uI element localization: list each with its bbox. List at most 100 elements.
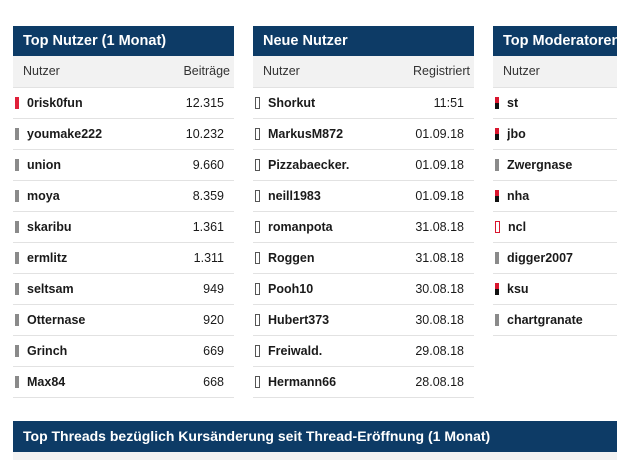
- user-status-icon: [255, 314, 260, 326]
- user-link[interactable]: st: [507, 96, 519, 110]
- user-status-icon: [495, 283, 499, 295]
- user-status-icon: [15, 221, 19, 233]
- user-link[interactable]: Max84: [27, 375, 66, 389]
- row-value: 01.09.18: [415, 189, 464, 203]
- user-link[interactable]: ermlitz: [27, 251, 68, 265]
- user-link[interactable]: neill1983: [268, 189, 321, 203]
- user-status-icon: [255, 252, 260, 264]
- row-value: 11:51: [433, 96, 464, 110]
- list-item: 0risk0fun 12.315: [13, 88, 234, 119]
- user-link[interactable]: Grinch: [27, 344, 68, 358]
- row-value: 01.09.18: [415, 127, 464, 141]
- row-value: 29.08.18: [415, 344, 464, 358]
- column-user-label: Nutzer: [263, 64, 300, 78]
- new-users-title: Neue Nutzer: [253, 26, 474, 56]
- user-status-icon: [15, 283, 19, 295]
- user-link[interactable]: moya: [27, 189, 60, 203]
- list-item: st: [493, 88, 617, 119]
- user-status-icon: [495, 128, 499, 140]
- list-item: Pizzabaecker. 01.09.18: [253, 150, 474, 181]
- row-value: 8.359: [192, 189, 224, 203]
- column-user-label: Nutzer: [503, 64, 540, 78]
- top-threads-header-row: [13, 452, 617, 460]
- list-item: chartgranate: [493, 305, 617, 336]
- user-link[interactable]: Zwergnase: [507, 158, 573, 172]
- row-value: 28.08.18: [415, 375, 464, 389]
- row-value: 31.08.18: [415, 220, 464, 234]
- list-item: youmake222 10.232: [13, 119, 234, 150]
- user-status-icon: [255, 376, 260, 388]
- list-item: Otternase 920: [13, 305, 234, 336]
- user-link[interactable]: seltsam: [27, 282, 74, 296]
- row-value: 10.232: [185, 127, 224, 141]
- user-link[interactable]: nha: [507, 189, 530, 203]
- top-users-panel: Top Nutzer (1 Monat) Nutzer Beiträge 0ri…: [13, 26, 234, 398]
- row-value: 30.08.18: [415, 282, 464, 296]
- user-link[interactable]: chartgranate: [507, 313, 583, 327]
- list-item: Roggen 31.08.18: [253, 243, 474, 274]
- user-link[interactable]: Hubert373: [268, 313, 330, 327]
- list-item: Grinch 669: [13, 336, 234, 367]
- list-item: Freiwald. 29.08.18: [253, 336, 474, 367]
- column-user-label: Nutzer: [23, 64, 60, 78]
- user-link[interactable]: skaribu: [27, 220, 72, 234]
- user-link[interactable]: digger2007: [507, 251, 574, 265]
- list-item: ermlitz 1.311: [13, 243, 234, 274]
- new-users-column-header: Nutzer Registriert: [253, 56, 474, 88]
- top-users-column-header: Nutzer Beiträge: [13, 56, 234, 88]
- user-status-icon: [15, 159, 19, 171]
- user-status-icon: [255, 97, 260, 109]
- user-status-icon: [15, 314, 19, 326]
- user-status-icon: [495, 221, 500, 233]
- user-link[interactable]: romanpota: [268, 220, 333, 234]
- top-users-title: Top Nutzer (1 Monat): [13, 26, 234, 56]
- user-link[interactable]: ncl: [508, 220, 527, 234]
- user-link[interactable]: Shorkut: [268, 96, 316, 110]
- column-posts-label: Beiträge: [183, 64, 230, 78]
- list-item: ksu: [493, 274, 617, 305]
- user-link[interactable]: ksu: [507, 282, 529, 296]
- row-value: 30.08.18: [415, 313, 464, 327]
- user-link[interactable]: Pooh10: [268, 282, 314, 296]
- user-link[interactable]: MarkusM872: [268, 127, 344, 141]
- list-item: Hermann66 28.08.18: [253, 367, 474, 398]
- user-link[interactable]: jbo: [507, 127, 526, 141]
- user-status-icon: [255, 345, 260, 357]
- user-link[interactable]: Pizzabaecker.: [268, 158, 350, 172]
- user-status-icon: [495, 190, 499, 202]
- user-link[interactable]: union: [27, 158, 62, 172]
- user-status-icon: [255, 283, 260, 295]
- user-status-icon: [15, 128, 19, 140]
- list-item: skaribu 1.361: [13, 212, 234, 243]
- list-item: union 9.660: [13, 150, 234, 181]
- list-item: Hubert373 30.08.18: [253, 305, 474, 336]
- list-item: romanpota 31.08.18: [253, 212, 474, 243]
- top-moderators-list: st jbo Zwergnase nha ncl digger2007 ksu chartgr…: [493, 88, 617, 336]
- user-status-icon: [495, 97, 499, 109]
- list-item: nha: [493, 181, 617, 212]
- user-status-icon: [255, 190, 260, 202]
- user-status-icon: [15, 190, 19, 202]
- top-moderators-panel: Top Moderatoren Nutzer st jbo Zwergnase nha…: [493, 26, 617, 336]
- user-link[interactable]: Freiwald.: [268, 344, 323, 358]
- list-item: Zwergnase: [493, 150, 617, 181]
- row-value: 669: [203, 344, 224, 358]
- list-item: moya 8.359: [13, 181, 234, 212]
- list-item: jbo: [493, 119, 617, 150]
- user-link[interactable]: Roggen: [268, 251, 315, 265]
- column-registered-label: Registriert: [413, 64, 470, 78]
- user-status-icon: [15, 97, 19, 109]
- user-link[interactable]: Otternase: [27, 313, 86, 327]
- top-users-list: 0risk0fun 12.315 youmake222 10.232 union 9.66…: [13, 88, 234, 398]
- top-moderators-title: Top Moderatoren: [493, 26, 617, 56]
- user-link[interactable]: youmake222: [27, 127, 103, 141]
- user-status-icon: [495, 314, 499, 326]
- list-item: Pooh10 30.08.18: [253, 274, 474, 305]
- user-status-icon: [495, 159, 499, 171]
- user-link[interactable]: 0risk0fun: [27, 96, 83, 110]
- user-link[interactable]: Hermann66: [268, 375, 337, 389]
- row-value: 01.09.18: [415, 158, 464, 172]
- row-value: 9.660: [192, 158, 224, 172]
- user-status-icon: [15, 252, 19, 264]
- row-value: 920: [203, 313, 224, 327]
